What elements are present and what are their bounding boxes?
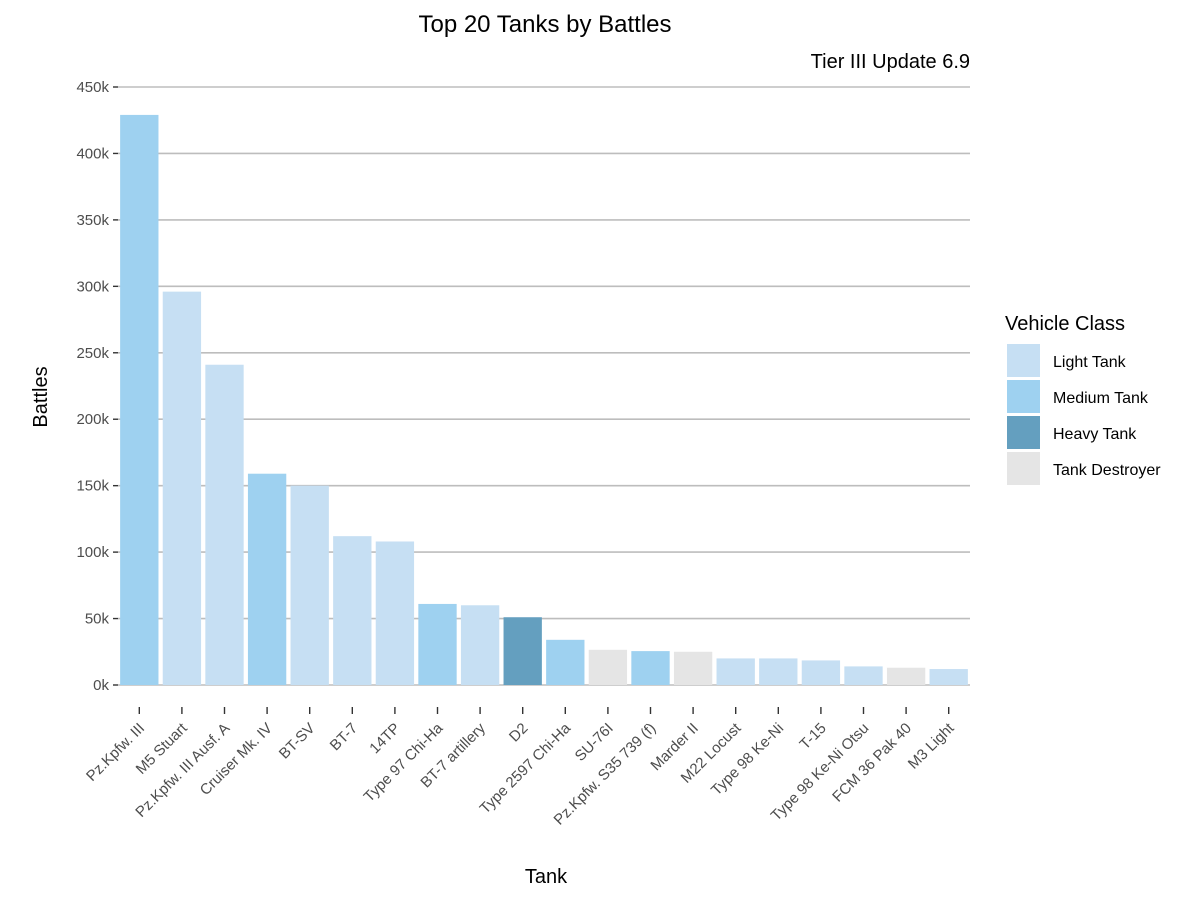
y-tick-label: 300k — [76, 278, 109, 295]
bar — [801, 660, 841, 685]
x-tick-label: BT-SV — [276, 720, 319, 763]
bar — [673, 651, 713, 685]
y-axis: 0k 50k 100k 150k 200k 250k 300k 350k 400k 450k — [76, 79, 118, 694]
legend-label: Heavy Tank — [1053, 426, 1137, 443]
y-tick-label: 150k — [76, 478, 109, 495]
bar — [716, 658, 755, 685]
y-tick-label: 200k — [76, 411, 109, 428]
x-tick-label: BT-7 — [327, 720, 361, 754]
bar — [205, 364, 244, 685]
legend-swatch — [1007, 452, 1040, 485]
legend-swatch — [1007, 344, 1040, 377]
bar — [503, 617, 542, 685]
legend-label: Tank Destroyer — [1053, 462, 1161, 479]
x-tick-label: FCM 36 Pak 40 — [829, 720, 915, 806]
chart-title: Top 20 Tanks by Battles — [418, 11, 671, 38]
bar — [333, 536, 372, 685]
bar — [844, 666, 883, 685]
legend-items: Light Tank Medium Tank Heavy Tank Tank Dest… — [1007, 344, 1161, 485]
x-tick-label: 14TP — [366, 720, 403, 757]
legend-label: Light Tank — [1053, 354, 1127, 371]
x-tick-label: M3 Light — [905, 719, 958, 772]
legend-swatch — [1007, 380, 1040, 413]
legend-label: Medium Tank — [1053, 390, 1149, 407]
legend-title: Vehicle Class — [1005, 313, 1125, 335]
y-tick-label: 0k — [93, 677, 109, 694]
y-tick-label: 100k — [76, 544, 109, 561]
x-tick-label: T-15 — [796, 720, 829, 753]
y-tick-label: 450k — [76, 79, 109, 96]
x-tick-label: D2 — [506, 720, 532, 746]
y-axis-title: Battles — [30, 366, 52, 427]
bar — [247, 473, 287, 685]
y-tick-label: 50k — [85, 611, 110, 628]
bar — [546, 639, 585, 685]
gridlines — [118, 86, 970, 686]
chart-subtitle: Tier III Update 6.9 — [811, 51, 970, 73]
y-tick-label: 400k — [76, 145, 109, 162]
bar — [418, 603, 457, 685]
bar — [162, 291, 202, 685]
bar — [886, 667, 926, 685]
x-tick-label: Pz.Kpfw. III — [83, 720, 148, 785]
bars — [120, 114, 968, 685]
bar — [759, 658, 798, 685]
bar — [120, 114, 159, 685]
legend: Vehicle Class Light Tank Medium Tank Heavy… — [1005, 313, 1161, 485]
bar — [929, 669, 968, 685]
x-axis-title: Tank — [525, 866, 568, 888]
bar — [588, 649, 628, 685]
y-tick-label: 250k — [76, 345, 109, 362]
bar — [375, 541, 415, 685]
bar — [290, 485, 329, 685]
y-tick-label: 350k — [76, 212, 109, 229]
bar — [460, 605, 500, 685]
legend-swatch — [1007, 416, 1040, 449]
bar — [631, 651, 670, 685]
